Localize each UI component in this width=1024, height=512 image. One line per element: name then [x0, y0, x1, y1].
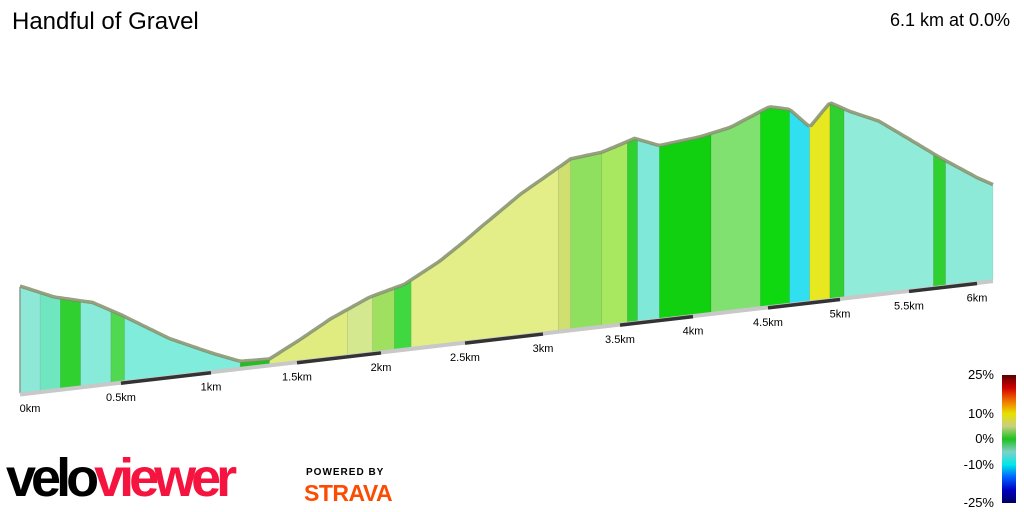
gradient-segment — [626, 139, 638, 323]
x-tick-label: 1.5km — [282, 372, 312, 384]
gradient-segment — [570, 152, 602, 330]
gradient-legend-bar — [1002, 375, 1016, 503]
legend-label-10: 10% — [967, 406, 994, 421]
route-summary: 6.1 km at 0.0% — [889, 10, 1010, 30]
x-tick-label: 5.5km — [894, 300, 924, 312]
legend-label-minus10: -10% — [963, 457, 994, 472]
distance-scale-bar — [296, 351, 382, 365]
x-tick-label: 3.5km — [605, 334, 635, 346]
x-tick-label: 5km — [830, 308, 851, 320]
gradient-segment — [710, 111, 761, 313]
gradient-segment — [659, 133, 712, 319]
distance-scale-bar — [120, 371, 212, 385]
x-tick-label: 0.5km — [106, 392, 136, 404]
x-tick-label: 3km — [533, 343, 554, 355]
gradient-segment — [601, 142, 628, 326]
powered-by-label: POWERED BY — [306, 467, 385, 478]
gradient-segment — [394, 280, 412, 350]
gradient-segment — [60, 298, 81, 389]
gradient-segment — [809, 102, 831, 302]
x-tick-label: 2km — [371, 362, 392, 374]
gradient-segment — [39, 293, 61, 391]
gradient-segment — [760, 107, 790, 308]
legend-label-minus25: -25% — [963, 495, 994, 510]
legend-label-0: 0% — [975, 431, 994, 446]
gradient-segment — [637, 139, 660, 322]
distance-scale-bar — [908, 281, 978, 294]
strava-logo: STRAVA — [304, 480, 393, 506]
gradient-segment — [80, 301, 112, 387]
gradient-segment — [110, 310, 125, 383]
gradient-segment — [789, 109, 811, 304]
legend-label-25: 25% — [967, 367, 994, 382]
distance-scale-bar — [767, 297, 841, 310]
x-tick-label: 0km — [20, 403, 41, 415]
gradient-segment — [843, 109, 934, 298]
gradient-segment — [19, 286, 41, 394]
profile-top-edge — [19, 101, 994, 363]
gradient-segment — [558, 159, 572, 331]
distance-scale-bar — [464, 332, 544, 345]
gradient-segment — [829, 103, 845, 299]
x-tick-label: 6km — [967, 293, 988, 305]
gradient-segment — [933, 154, 947, 287]
route-title: Handful of Gravel — [12, 8, 199, 35]
x-tick-label: 2.5km — [450, 352, 480, 364]
distance-scale-bar — [619, 314, 694, 327]
gradient-segment — [372, 288, 395, 353]
x-tick-label: 1km — [201, 382, 222, 394]
x-tick-label: 4km — [683, 326, 704, 338]
x-tick-label: 4.5km — [753, 317, 783, 329]
gradient-segment — [410, 167, 559, 348]
veloviewer-logo: veloviewer — [6, 448, 237, 508]
